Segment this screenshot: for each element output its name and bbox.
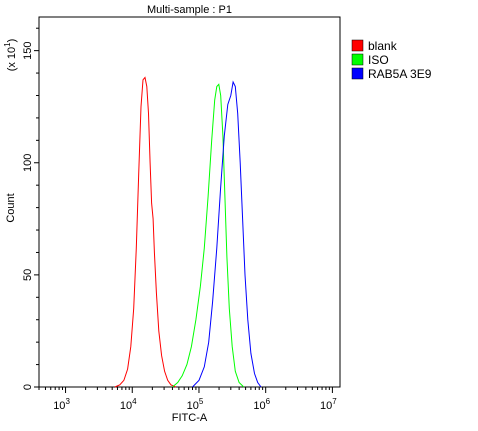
y-tick-label: 0: [22, 384, 34, 390]
legend-swatch: [351, 67, 364, 80]
y-multiplier-label: (x 101): [3, 39, 18, 72]
legend-label: RAB5A 3E9: [368, 67, 432, 81]
legend-label: ISO: [368, 53, 389, 67]
series-line-iso: [172, 83, 245, 388]
y-tick-label: 100: [22, 154, 34, 172]
x-axis: 103 104 105 106 107: [38, 387, 337, 412]
series-line-rab5a-3e9: [192, 80, 262, 388]
x-tick-label: 107: [320, 397, 337, 412]
chart-title: Multi-sample : P1: [147, 4, 232, 16]
legend-swatch: [351, 53, 364, 66]
y-axis-title: Count: [5, 193, 17, 222]
series-line-blank: [114, 76, 177, 388]
legend-label: blank: [368, 39, 398, 53]
x-tick-label: 104: [120, 397, 137, 412]
x-tick-label: 103: [53, 397, 70, 412]
x-tick-label: 105: [187, 397, 204, 412]
series-layer: [114, 76, 262, 388]
y-tick-label: 50: [22, 269, 34, 281]
y-axis: 0 50 100 150: [22, 27, 39, 390]
y-tick-label: 150: [22, 41, 34, 59]
x-tick-label: 106: [253, 397, 270, 412]
x-axis-title: FITC-A: [172, 412, 208, 424]
plot-frame: [38, 16, 341, 388]
legend-swatch: [351, 39, 364, 52]
